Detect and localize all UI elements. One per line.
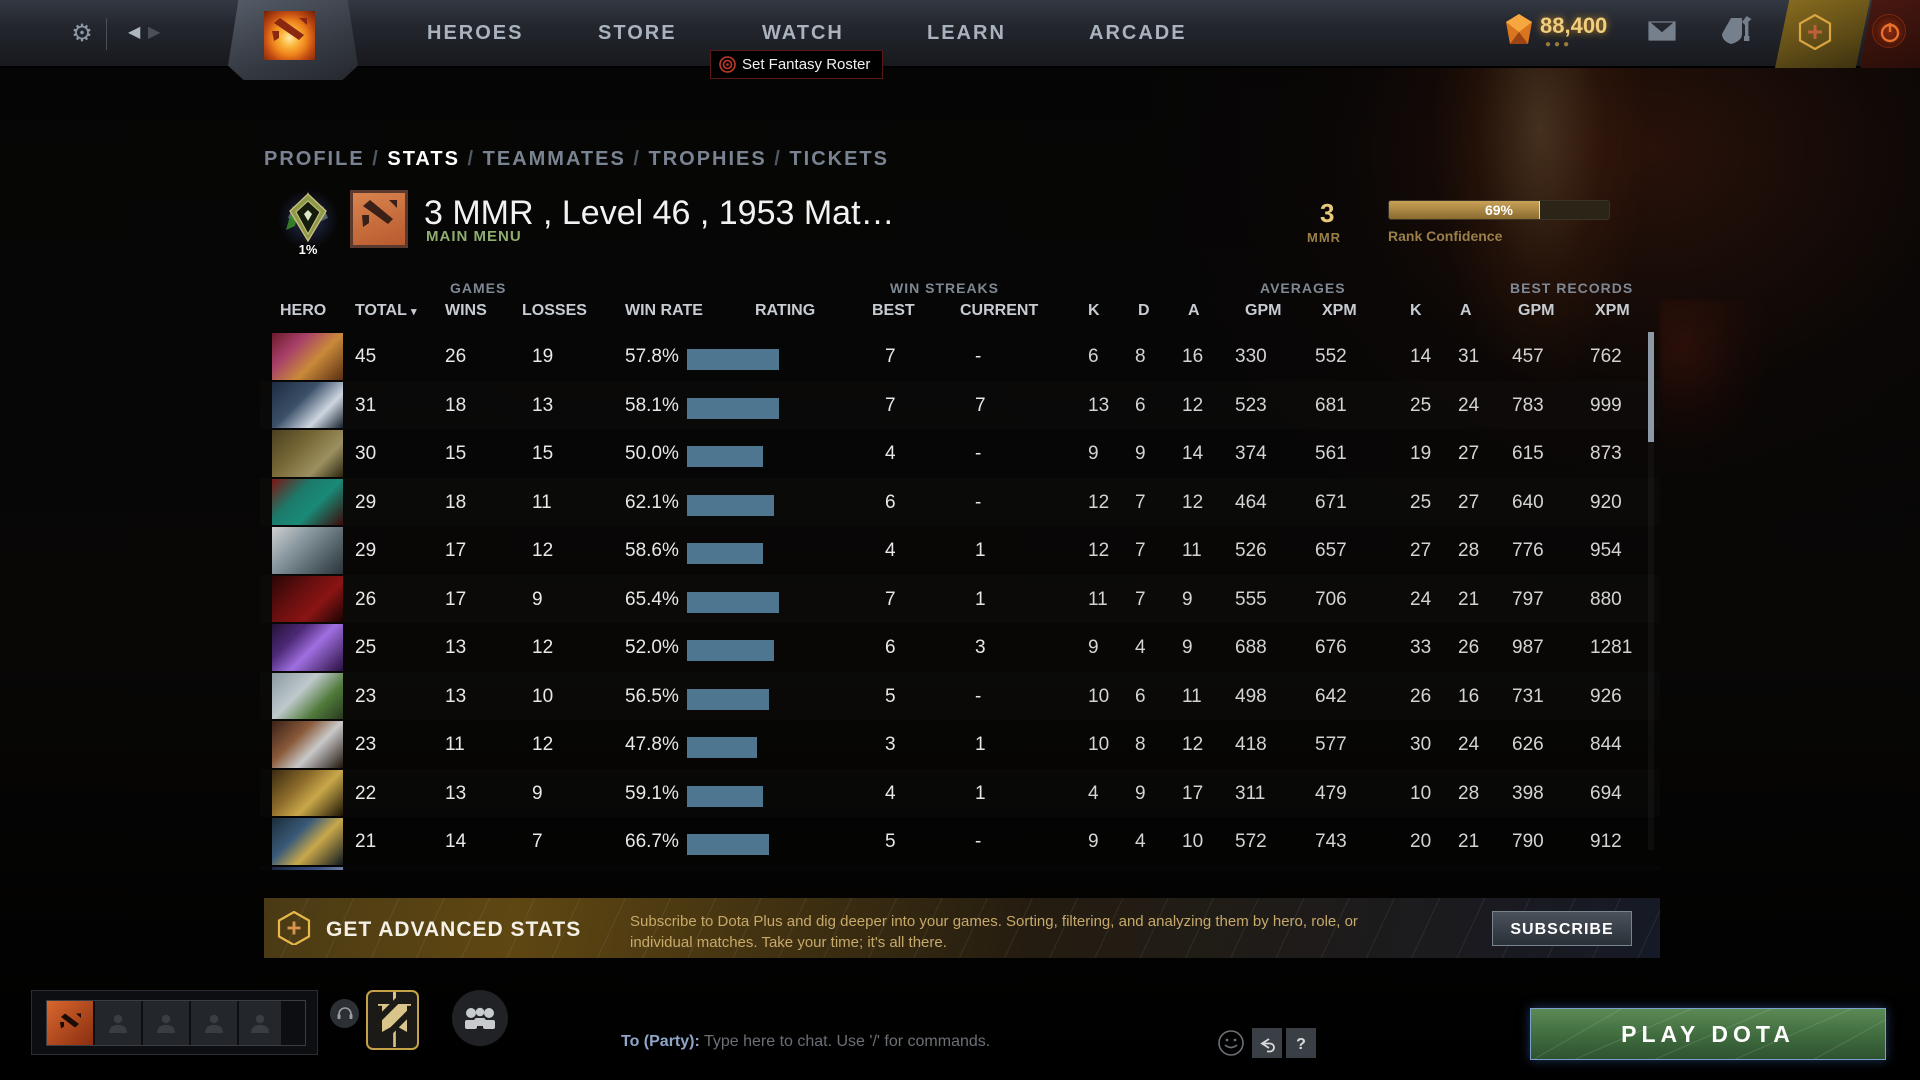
- svg-text:?: ?: [1296, 1036, 1306, 1053]
